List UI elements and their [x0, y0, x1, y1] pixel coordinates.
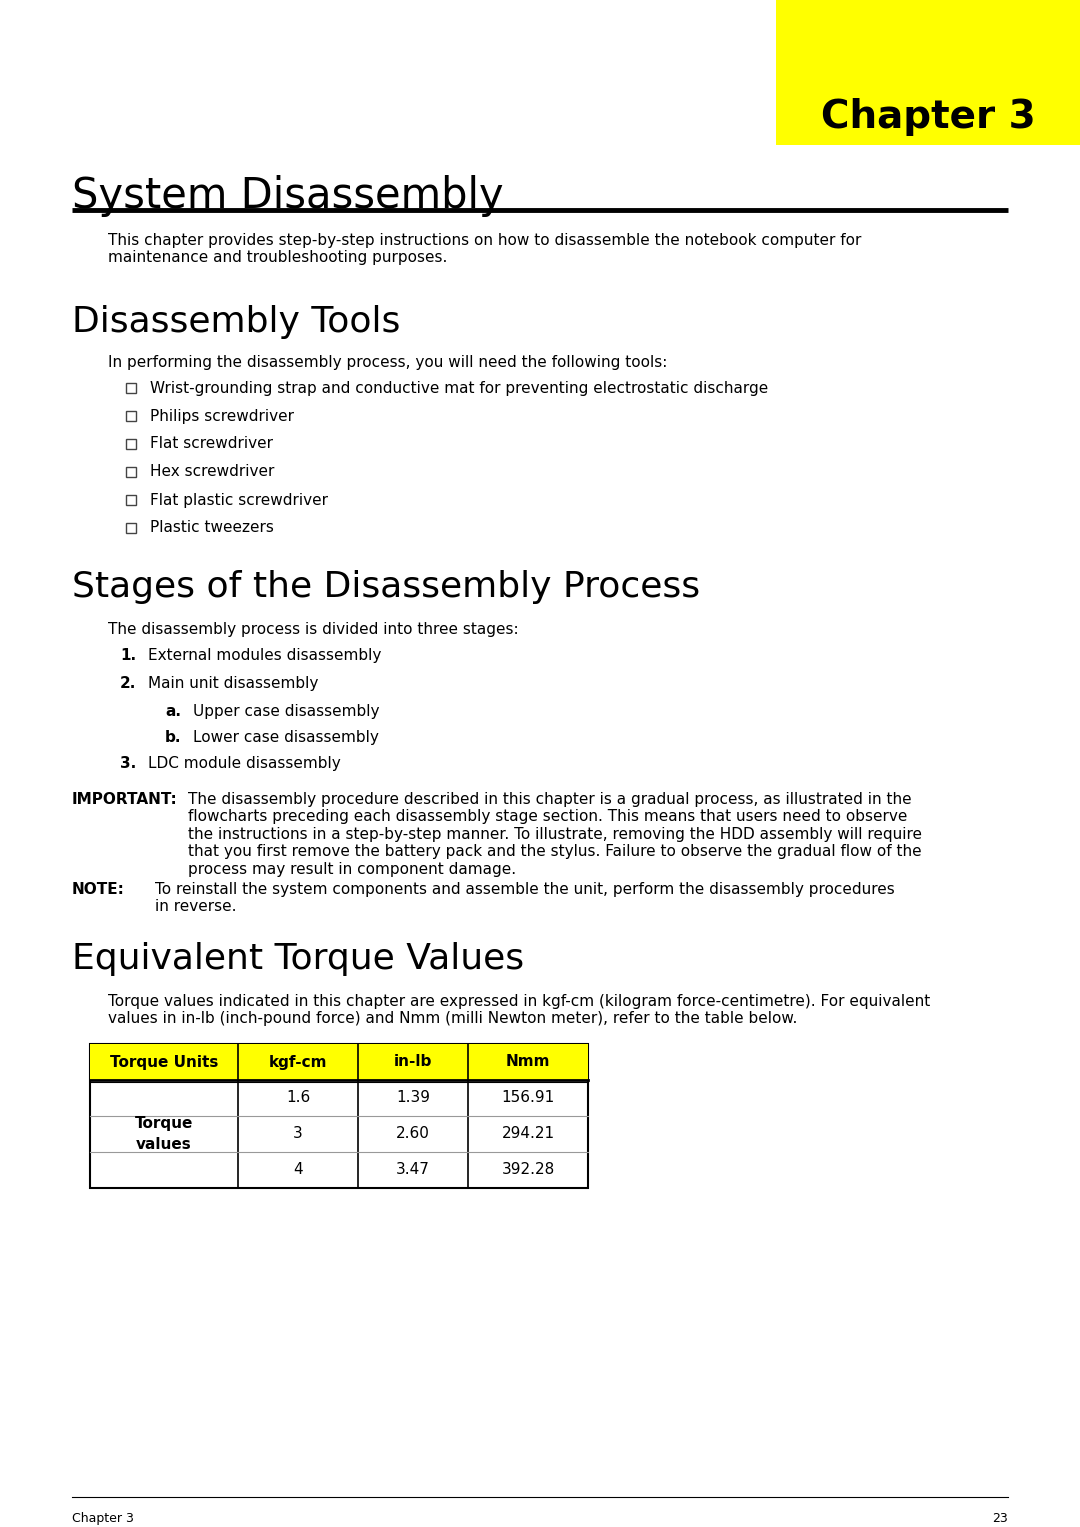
Text: kgf-cm: kgf-cm: [269, 1055, 327, 1069]
Bar: [126, 438, 136, 449]
Text: Torque values indicated in this chapter are expressed in kgf-cm (kilogram force-: Torque values indicated in this chapter …: [108, 994, 930, 1026]
Text: IMPORTANT:: IMPORTANT:: [72, 793, 178, 806]
Text: Flat screwdriver: Flat screwdriver: [150, 437, 273, 452]
Text: NOTE:: NOTE:: [72, 883, 125, 896]
Text: 294.21: 294.21: [501, 1127, 554, 1142]
Text: Stages of the Disassembly Process: Stages of the Disassembly Process: [72, 570, 700, 605]
Text: 4: 4: [293, 1162, 302, 1177]
Text: 392.28: 392.28: [501, 1162, 555, 1177]
Text: External modules disassembly: External modules disassembly: [148, 647, 381, 663]
Text: 3.: 3.: [120, 756, 136, 771]
Bar: [126, 411, 136, 421]
Text: Plastic tweezers: Plastic tweezers: [150, 521, 274, 536]
Text: Nmm: Nmm: [505, 1055, 550, 1069]
Text: in-lb: in-lb: [394, 1055, 432, 1069]
Text: Chapter 3: Chapter 3: [821, 98, 1036, 136]
Text: 3.47: 3.47: [396, 1162, 430, 1177]
Text: In performing the disassembly process, you will need the following tools:: In performing the disassembly process, y…: [108, 354, 667, 370]
Text: b.: b.: [165, 730, 181, 745]
Text: Philips screwdriver: Philips screwdriver: [150, 409, 294, 423]
Text: The disassembly procedure described in this chapter is a gradual process, as ill: The disassembly procedure described in t…: [188, 793, 922, 876]
Text: 2.: 2.: [120, 676, 136, 692]
Text: This chapter provides step-by-step instructions on how to disassemble the notebo: This chapter provides step-by-step instr…: [108, 234, 862, 266]
Bar: [90, 1044, 588, 1188]
Text: Flat plastic screwdriver: Flat plastic screwdriver: [150, 493, 328, 507]
Text: 1.6: 1.6: [286, 1090, 310, 1106]
Text: Disassembly Tools: Disassembly Tools: [72, 305, 401, 339]
Text: Torque Units: Torque Units: [110, 1055, 218, 1069]
Bar: [126, 467, 136, 476]
Text: Equivalent Torque Values: Equivalent Torque Values: [72, 942, 524, 976]
Text: LDC module disassembly: LDC module disassembly: [148, 756, 341, 771]
Text: Main unit disassembly: Main unit disassembly: [148, 676, 319, 692]
Text: Hex screwdriver: Hex screwdriver: [150, 464, 274, 479]
Bar: [126, 524, 136, 533]
Text: Upper case disassembly: Upper case disassembly: [193, 704, 379, 719]
Text: 2.60: 2.60: [396, 1127, 430, 1142]
Text: To reinstall the system components and assemble the unit, perform the disassembl: To reinstall the system components and a…: [156, 883, 894, 915]
Text: The disassembly process is divided into three stages:: The disassembly process is divided into …: [108, 621, 518, 637]
Text: Chapter 3: Chapter 3: [72, 1512, 134, 1525]
Text: 23: 23: [993, 1512, 1008, 1525]
Text: 156.91: 156.91: [501, 1090, 555, 1106]
Bar: [126, 383, 136, 392]
Text: 3: 3: [293, 1127, 302, 1142]
Text: a.: a.: [165, 704, 181, 719]
Text: Lower case disassembly: Lower case disassembly: [193, 730, 379, 745]
Bar: [126, 495, 136, 505]
Text: 1.39: 1.39: [396, 1090, 430, 1106]
Bar: [777, 0, 1080, 145]
Text: 1.: 1.: [120, 647, 136, 663]
Text: Wrist-grounding strap and conductive mat for preventing electrostatic discharge: Wrist-grounding strap and conductive mat…: [150, 380, 768, 395]
Text: System Disassembly: System Disassembly: [72, 176, 503, 217]
Text: Torque
values: Torque values: [135, 1116, 193, 1151]
Bar: [90, 1044, 588, 1080]
